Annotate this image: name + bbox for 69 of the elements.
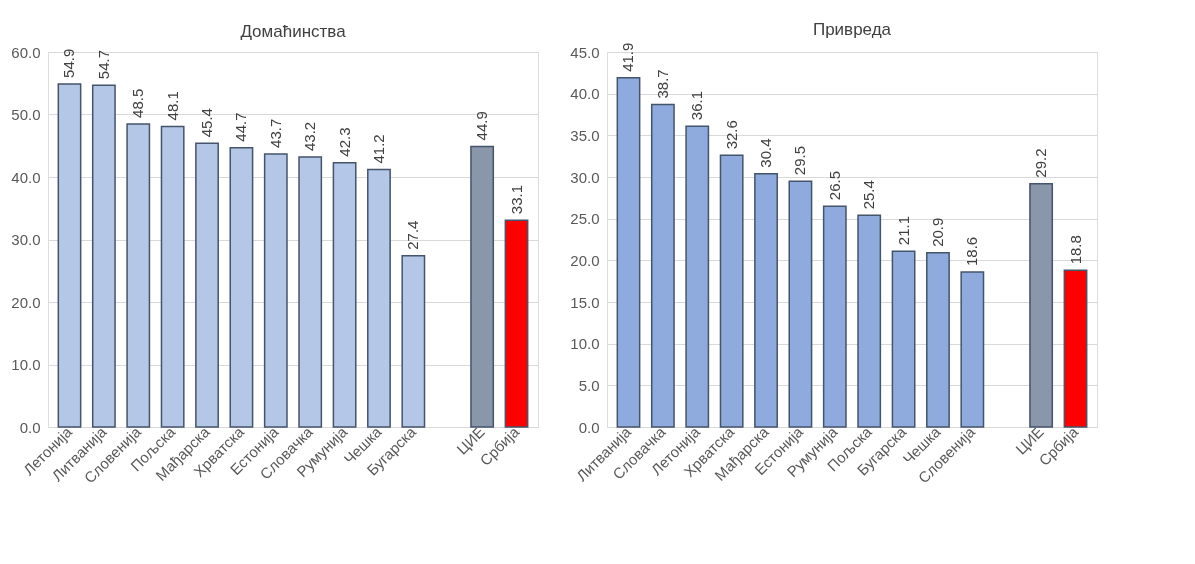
data-label: 45.4 <box>198 108 216 138</box>
bar <box>91 84 116 428</box>
data-label: 18.8 <box>1066 235 1084 265</box>
bar <box>298 156 323 428</box>
y-tick-label: 10.0 <box>11 356 41 373</box>
y-tick-label: 10.0 <box>570 335 600 353</box>
data-label: 44.9 <box>473 111 491 141</box>
bar <box>160 125 185 428</box>
bar <box>926 252 950 428</box>
bar <box>126 123 151 428</box>
bar <box>857 214 882 428</box>
bar <box>229 146 254 428</box>
data-label: 25.4 <box>860 180 878 210</box>
data-label: 27.4 <box>404 220 422 250</box>
bar <box>332 161 357 428</box>
y-tick-label: 25.0 <box>570 210 600 228</box>
bar <box>470 145 495 428</box>
data-label: 38.7 <box>653 69 671 99</box>
data-label: 29.2 <box>1032 148 1050 178</box>
bar <box>57 83 82 428</box>
y-tick-label: 45.0 <box>570 43 600 61</box>
bar <box>401 255 426 428</box>
y-tick-label: 15.0 <box>570 293 600 311</box>
data-label: 43.7 <box>266 118 284 148</box>
bar <box>719 154 744 428</box>
data-label: 44.7 <box>232 112 250 142</box>
bar <box>504 219 529 428</box>
y-tick-label: 30.0 <box>570 168 600 186</box>
y-tick-label: 5.0 <box>578 376 600 394</box>
bar <box>367 168 391 428</box>
bar <box>1029 182 1054 428</box>
y-tick-label: 20.0 <box>11 293 41 311</box>
data-label: 26.5 <box>825 170 843 201</box>
y-tick-label: 30.0 <box>11 231 41 248</box>
data-label: 54.9 <box>60 48 78 78</box>
data-label: 21.1 <box>894 215 912 246</box>
data-label: 18.6 <box>963 236 981 266</box>
bar <box>263 153 288 428</box>
chart-title: Привреда <box>812 19 892 39</box>
bar <box>1063 269 1088 428</box>
bar <box>788 180 813 428</box>
data-label: 48.1 <box>163 91 181 121</box>
y-tick-label: 40.0 <box>570 85 600 103</box>
data-label: 30.4 <box>757 138 775 168</box>
y-tick-label: 35.0 <box>570 126 600 144</box>
data-label: 33.1 <box>507 184 525 215</box>
y-tick-label: 50.0 <box>11 106 41 123</box>
data-label: 41.2 <box>369 134 387 164</box>
bar <box>650 103 675 428</box>
data-label: 32.6 <box>722 120 740 150</box>
bar <box>822 205 847 428</box>
data-label: 41.9 <box>619 42 637 72</box>
data-label: 29.5 <box>791 145 809 176</box>
data-label: 20.9 <box>928 217 946 247</box>
data-label: 43.2 <box>301 121 319 151</box>
data-label: 36.1 <box>688 90 706 121</box>
bar <box>754 172 778 428</box>
bar <box>685 125 710 428</box>
chart-title: Домаћинства <box>240 22 347 41</box>
data-label: 48.5 <box>129 88 147 118</box>
bar <box>195 142 219 428</box>
bar <box>616 77 641 428</box>
y-tick-label: 40.0 <box>11 168 41 186</box>
y-tick-label: 60.0 <box>11 43 41 61</box>
y-tick-label: 20.0 <box>570 251 600 269</box>
bar <box>960 271 985 428</box>
data-label: 54.7 <box>94 49 112 80</box>
data-label: 42.3 <box>335 127 353 157</box>
bar <box>891 250 916 428</box>
